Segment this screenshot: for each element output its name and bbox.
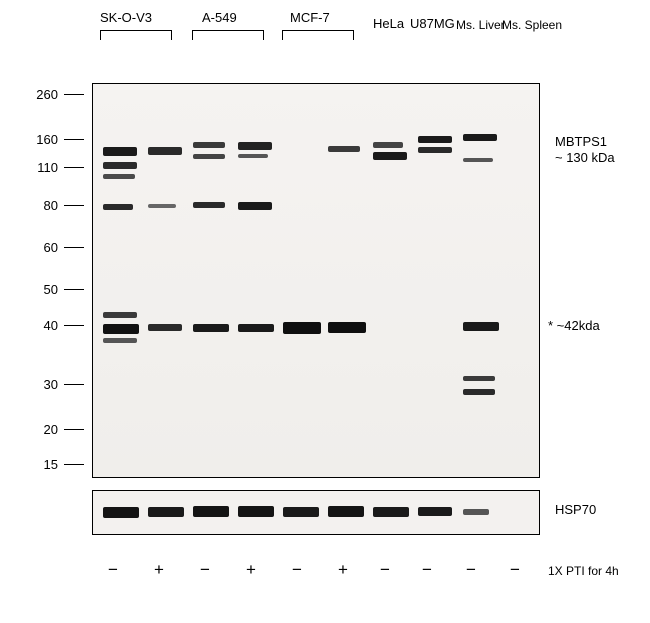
- mw-80: 80: [28, 198, 58, 213]
- treatment-caption: 1X PTI for 4h: [548, 564, 619, 578]
- mw-260: 260: [28, 87, 58, 102]
- western-blot-hsp70: [92, 490, 540, 535]
- treatment-symbol: −: [380, 560, 390, 580]
- blot-band: [148, 147, 182, 155]
- blot-band: [283, 507, 319, 517]
- blot-band: [463, 322, 499, 331]
- blot-band: [328, 506, 364, 517]
- blot-band: [373, 152, 407, 160]
- sample-bracket-a549: [192, 30, 264, 40]
- sample-bracket-mcf7: [282, 30, 354, 40]
- mw-tick: [64, 464, 84, 465]
- blot-band: [148, 324, 182, 331]
- blot-band: [418, 136, 452, 143]
- mw-tick: [64, 167, 84, 168]
- mw-160: 160: [28, 132, 58, 147]
- mw-50: 50: [28, 282, 58, 297]
- treatment-symbol: +: [338, 560, 348, 580]
- mw-tick: [64, 247, 84, 248]
- sample-label-liver: Ms. Liver: [456, 18, 505, 32]
- blot-band: [103, 507, 139, 518]
- blot-band: [193, 202, 225, 208]
- blot-band: [463, 134, 497, 141]
- mw-tick: [64, 94, 84, 95]
- blot-band: [193, 324, 229, 332]
- blot-band: [238, 506, 274, 517]
- blot-band: [103, 174, 135, 179]
- sample-label-mcf7: MCF-7: [290, 10, 330, 25]
- target-size-42: * ~42kda: [548, 318, 600, 333]
- target-size-mbtps1: ~ 130 kDa: [555, 150, 615, 165]
- sample-label-spleen: Ms. Spleen: [502, 18, 562, 32]
- blot-band: [103, 147, 137, 156]
- sample-label-u87mg: U87MG: [410, 16, 455, 31]
- blot-band: [103, 338, 137, 343]
- target-label-mbtps1: MBTPS1: [555, 134, 607, 149]
- mw-15: 15: [28, 457, 58, 472]
- blot-band: [103, 162, 137, 169]
- mw-20: 20: [28, 422, 58, 437]
- sample-label-skov3: SK-O-V3: [100, 10, 152, 25]
- mw-tick: [64, 205, 84, 206]
- mw-110: 110: [28, 160, 58, 175]
- treatment-symbol: −: [200, 560, 210, 580]
- blot-band: [373, 142, 403, 148]
- blot-band: [418, 507, 452, 516]
- blot-band: [418, 147, 452, 153]
- treatment-symbol: −: [510, 560, 520, 580]
- blot-band: [463, 509, 489, 515]
- blot-band: [463, 158, 493, 162]
- target-label-hsp70: HSP70: [555, 502, 596, 517]
- mw-tick: [64, 429, 84, 430]
- blot-band: [373, 507, 409, 517]
- mw-40: 40: [28, 318, 58, 333]
- blot-band: [463, 376, 495, 381]
- mw-60: 60: [28, 240, 58, 255]
- treatment-symbol: −: [108, 560, 118, 580]
- blot-band: [193, 506, 229, 517]
- blot-band: [193, 142, 225, 148]
- mw-30: 30: [28, 377, 58, 392]
- blot-band: [103, 312, 137, 318]
- mw-tick: [64, 289, 84, 290]
- blot-band: [463, 389, 495, 395]
- blot-band: [283, 322, 321, 334]
- treatment-symbol: −: [292, 560, 302, 580]
- blot-band: [148, 507, 184, 517]
- blot-band: [238, 324, 274, 332]
- blot-band: [238, 202, 272, 210]
- blot-band: [328, 146, 360, 152]
- blot-band: [103, 204, 133, 210]
- sample-label-hela: HeLa: [373, 16, 404, 31]
- blot-band: [328, 322, 366, 333]
- treatment-symbol: −: [422, 560, 432, 580]
- mw-tick: [64, 139, 84, 140]
- mw-tick: [64, 384, 84, 385]
- blot-band: [103, 324, 139, 334]
- western-blot-main: [92, 83, 540, 478]
- mw-tick: [64, 325, 84, 326]
- blot-band: [148, 204, 176, 208]
- blot-band: [238, 154, 268, 158]
- treatment-symbol: −: [466, 560, 476, 580]
- treatment-symbol: +: [154, 560, 164, 580]
- blot-band: [193, 154, 225, 159]
- sample-label-a549: A-549: [202, 10, 237, 25]
- blot-band: [238, 142, 272, 150]
- sample-bracket-skov3: [100, 30, 172, 40]
- treatment-symbol: +: [246, 560, 256, 580]
